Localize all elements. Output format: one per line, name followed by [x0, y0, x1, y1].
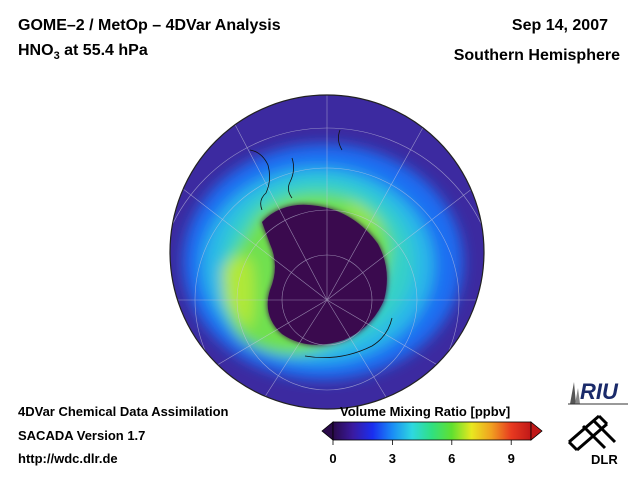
colorbar-max-arrow [530, 421, 543, 441]
hemisphere-label: Southern Hemisphere [453, 47, 620, 64]
globe-field [170, 95, 484, 409]
colorbar-min-arrow [321, 421, 334, 441]
footer-line-1: 4DVar Chemical Data Assimilation [18, 404, 229, 419]
globe-outline [169, 94, 485, 410]
dlr-logo: DLR [567, 414, 618, 467]
riu-logo: RIU [568, 379, 628, 405]
species-label: HNO3 at 55.4 hPa [18, 42, 148, 62]
footer-line-2: SACADA Version 1.7 [18, 428, 146, 443]
graticule [170, 95, 484, 409]
date-label: Sep 14, 2007 [511, 17, 608, 34]
species-subscript: 3 [53, 50, 60, 63]
species-suffix: at 55.4 hPa [59, 42, 148, 59]
footer-url[interactable]: http://wdc.dlr.de [18, 451, 118, 466]
coastlines [249, 129, 393, 358]
colorbar-tick-label: 3 [388, 451, 397, 466]
colorbar-tick-label: 6 [448, 451, 456, 466]
colorbar-tick-label: 0 [329, 451, 337, 466]
colorbar-gradient [332, 421, 532, 441]
colorbar-title: Volume Mixing Ratio [ppbv] [340, 404, 511, 419]
map-title: GOME–2 / MetOp – 4DVar Analysis [18, 17, 281, 34]
riu-logo-text: RIU [580, 379, 619, 404]
colorbar [321, 421, 543, 445]
dlr-logo-text: DLR [591, 452, 618, 467]
species-prefix: HNO [18, 42, 54, 59]
colorbar-tick-label: 9 [507, 451, 515, 466]
